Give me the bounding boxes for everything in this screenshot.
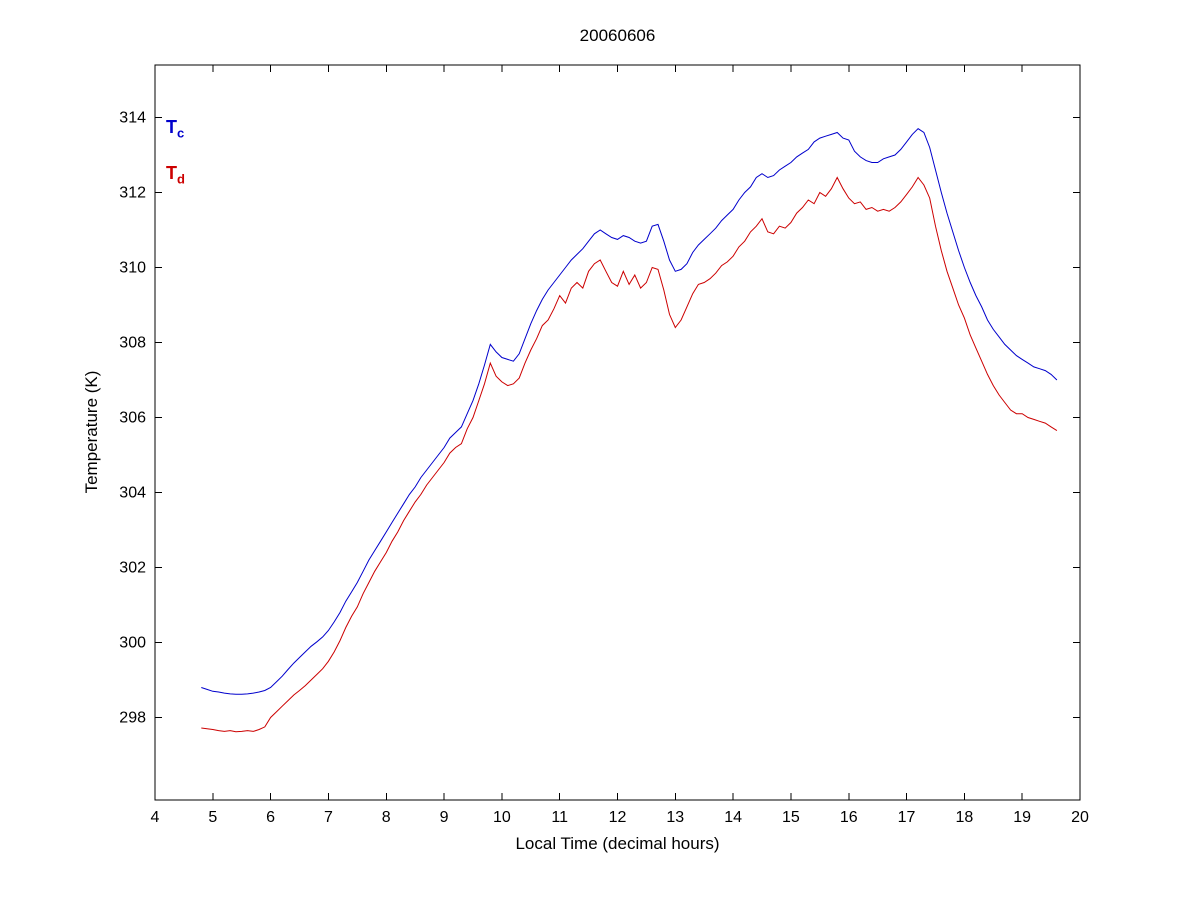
x-tick-label: 16 xyxy=(840,809,858,826)
x-tick-label: 7 xyxy=(324,809,333,826)
x-tick-label: 12 xyxy=(609,809,627,826)
legend-entry-td: Td xyxy=(166,164,185,186)
x-tick-label: 5 xyxy=(208,809,217,826)
x-tick-label: 15 xyxy=(782,809,800,826)
td-series-line xyxy=(201,176,1058,733)
x-tick-label: 8 xyxy=(382,809,391,826)
x-tick-label: 13 xyxy=(666,809,684,826)
x-tick-label: 20 xyxy=(1071,809,1089,826)
y-tick-label: 308 xyxy=(119,335,146,352)
legend-td-sub: d xyxy=(177,171,185,187)
y-tick-label: 298 xyxy=(119,710,146,727)
chart-title: 20060606 xyxy=(579,26,656,45)
y-tick-label: 314 xyxy=(119,110,146,127)
x-tick-label: 18 xyxy=(955,809,973,826)
y-tick-label: 302 xyxy=(119,560,146,577)
legend-tc-base: T xyxy=(166,117,177,137)
x-tick-label: 11 xyxy=(551,809,568,826)
legend-td-base: T xyxy=(166,163,177,183)
tc-series-line xyxy=(201,128,1058,695)
legend-tc-sub: c xyxy=(177,125,185,141)
y-tick-label: 304 xyxy=(119,485,146,502)
y-tick-label: 312 xyxy=(119,185,146,202)
x-tick-label: 4 xyxy=(151,809,160,826)
y-tick-label: 310 xyxy=(119,260,146,277)
x-tick-label: 14 xyxy=(724,809,742,826)
x-tick-label: 17 xyxy=(898,809,916,826)
x-tick-label: 6 xyxy=(266,809,275,826)
y-tick-label: 306 xyxy=(119,410,146,427)
x-tick-label: 10 xyxy=(493,809,511,826)
axes-box xyxy=(154,64,1081,801)
x-tick-label: 19 xyxy=(1013,809,1031,826)
y-tick-label: 300 xyxy=(119,635,146,652)
x-axis-label: Local Time (decimal hours) xyxy=(515,834,720,853)
legend-entry-tc: Tc xyxy=(166,118,184,140)
x-tick-label: 9 xyxy=(440,809,449,826)
